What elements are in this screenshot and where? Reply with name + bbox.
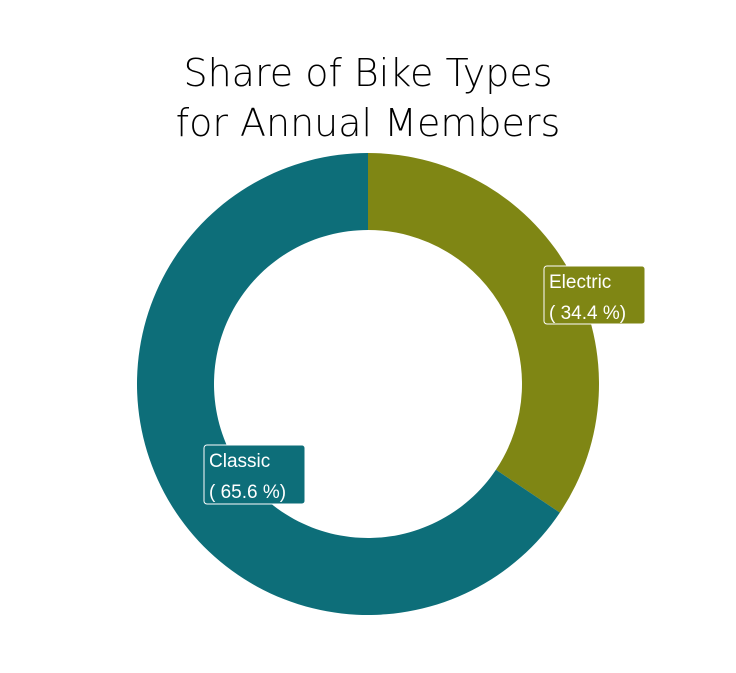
label-box-electric: [543, 265, 646, 325]
label-percent-electric: ( 34.4 %): [549, 303, 626, 324]
chart-title-line-2: for Annual Members: [176, 101, 561, 145]
label-electric: Electric ( 34.4 %): [543, 265, 646, 325]
slices-group: [136, 153, 600, 615]
slice-electric: [368, 153, 600, 513]
label-name-classic: Classic: [209, 451, 270, 472]
label-percent-classic: ( 65.6 %): [209, 482, 286, 503]
labels-group: Electric ( 34.4 %) Classic ( 65.6 %): [203, 265, 646, 505]
label-name-electric: Electric: [549, 272, 611, 293]
chart-title-line-1: Share of Bike Types: [183, 51, 552, 95]
label-classic: Classic ( 65.6 %): [203, 444, 306, 505]
label-box-classic: [203, 444, 306, 505]
